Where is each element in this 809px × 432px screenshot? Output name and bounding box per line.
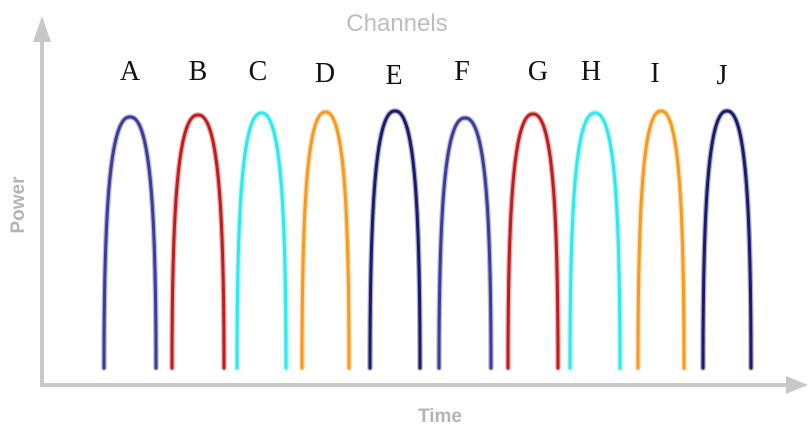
channel-label-j: J xyxy=(717,60,728,91)
diagram-title: Channels xyxy=(346,10,447,37)
pulse-c xyxy=(235,111,288,370)
pulse-g xyxy=(506,112,560,370)
channel-label-e: E xyxy=(385,60,402,91)
channel-label-h: H xyxy=(581,56,601,87)
pulse-j xyxy=(701,109,753,370)
y-axis xyxy=(33,16,51,387)
channel-label-d: D xyxy=(315,58,335,89)
channel-label-f: F xyxy=(454,56,470,87)
channel-label-g: G xyxy=(528,56,548,87)
pulse-i xyxy=(636,109,686,370)
pulse-h xyxy=(568,111,622,370)
x-axis-label: Time xyxy=(418,406,462,427)
channel-label-a: A xyxy=(120,56,141,87)
y-axis-label: Power xyxy=(8,176,29,234)
channel-label-b: B xyxy=(189,56,208,87)
pulse-f xyxy=(437,116,493,370)
pulse-a xyxy=(102,115,158,370)
x-axis xyxy=(40,376,808,394)
channel-label-c: C xyxy=(249,56,268,87)
pulse-b xyxy=(170,113,226,370)
pulse-e xyxy=(368,109,422,370)
pulse-d xyxy=(300,110,351,370)
channel-labels: A B C D E F G H I J xyxy=(120,56,728,91)
channel-label-i: I xyxy=(650,58,659,89)
channel-pulses xyxy=(101,108,754,371)
